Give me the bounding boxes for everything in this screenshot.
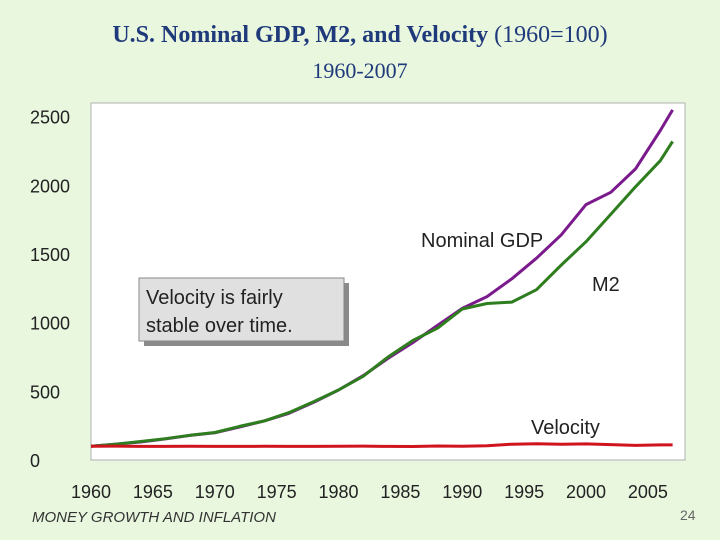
series-line-velocity [90, 442, 673, 448]
gdp-label: Nominal GDP [421, 230, 543, 252]
x-tick-label: 1990 [442, 482, 482, 502]
x-tick-label: 2005 [628, 482, 668, 502]
x-tick-label: 1985 [380, 482, 420, 502]
chart-title: U.S. Nominal GDP, M2, and Velocity (1960… [0, 22, 720, 49]
x-tick-label: 1960 [71, 482, 111, 502]
chart-subtitle: 1960-2007 [312, 58, 408, 83]
y-tick-label: 2000 [30, 176, 70, 196]
y-tick-label: 1000 [30, 314, 70, 334]
y-tick-label: 0 [30, 451, 40, 471]
callout-line-1: Velocity is fairly [146, 287, 283, 309]
series-group [90, 109, 674, 448]
y-tick-label: 500 [30, 382, 60, 402]
callout-line-2: stable over time. [146, 315, 293, 337]
chart-title-suffix: (1960=100) [494, 22, 608, 48]
x-axis-ticks: 1960 1965 1970 1975 1980 1985 1990 1995 2000 2005 [71, 482, 668, 502]
y-tick-label: 2500 [30, 108, 70, 128]
m2-label: M2 [592, 274, 620, 296]
x-tick-label: 2000 [566, 482, 606, 502]
y-axis-ticks: 0 500 1000 1500 2000 2500 [30, 108, 70, 471]
callout-box: Velocity is fairly stable over time. [138, 277, 349, 346]
x-tick-label: 1995 [504, 482, 544, 502]
page-number: 24 [680, 507, 696, 523]
x-tick-label: 1975 [257, 482, 297, 502]
footer-text: MONEY GROWTH AND INFLATION [32, 509, 276, 526]
chart-title-main: U.S. Nominal GDP, M2, and Velocity [112, 22, 489, 48]
callout-background [138, 277, 345, 342]
x-tick-label: 1965 [133, 482, 173, 502]
x-tick-label: 1980 [318, 482, 358, 502]
velocity-label: Velocity [531, 417, 600, 439]
y-tick-label: 1500 [30, 245, 70, 265]
x-tick-label: 1970 [195, 482, 235, 502]
series-line-m2 [90, 140, 674, 448]
